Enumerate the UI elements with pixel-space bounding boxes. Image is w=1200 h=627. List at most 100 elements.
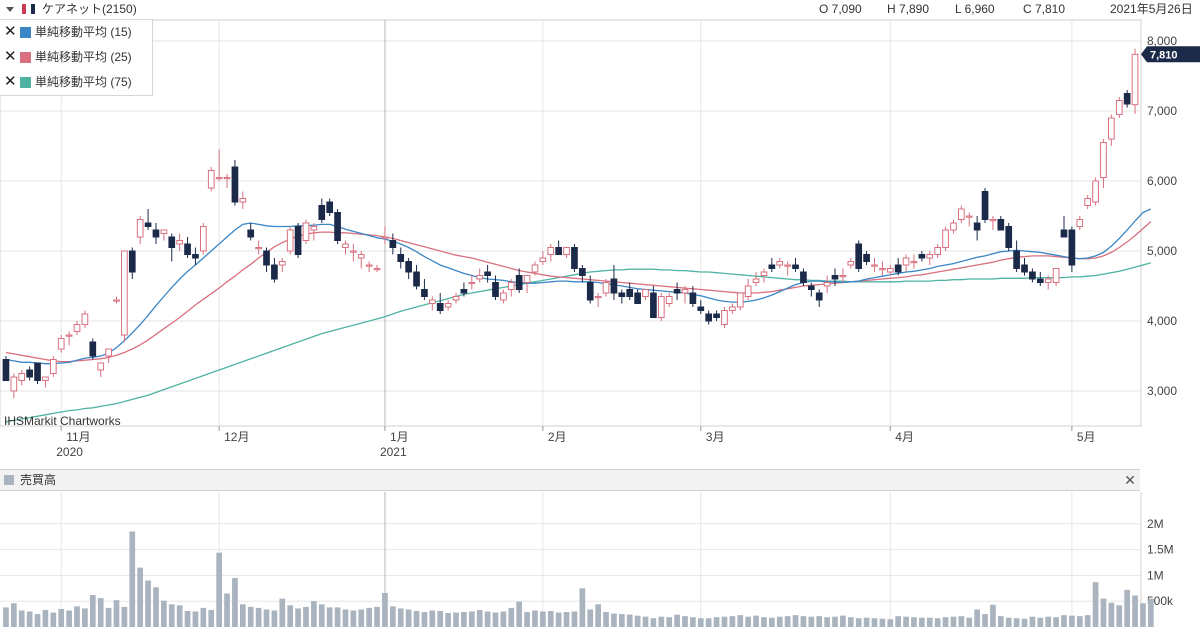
volume-bar — [105, 607, 112, 627]
candle-body — [294, 226, 302, 255]
candle-body — [405, 261, 412, 273]
candle — [602, 279, 610, 297]
candle — [1060, 216, 1068, 238]
volume-tick-label: 1.5M — [1147, 543, 1174, 557]
remove-ma25-icon[interactable]: ✕ — [4, 48, 17, 65]
candle-body — [847, 261, 855, 266]
candle — [286, 226, 294, 255]
low-value: L 6,960 — [955, 2, 995, 16]
volume-bar — [247, 606, 254, 627]
remove-ma75-icon[interactable]: ✕ — [4, 73, 17, 90]
candle-body — [555, 247, 562, 255]
candle-body — [460, 289, 468, 294]
line-ma75 — [5, 262, 1151, 423]
volume-bar — [42, 609, 49, 627]
volume-bars — [3, 531, 1154, 627]
volume-chart[interactable]: 500k 1M 1.5M 2M — [0, 492, 1200, 627]
candle — [1044, 275, 1052, 290]
volume-tick-label: 1M — [1147, 568, 1164, 582]
volume-bar — [524, 612, 530, 627]
legend-item-ma25[interactable]: ✕ 単純移動平均 (25) — [4, 48, 132, 66]
volume-bar — [18, 610, 25, 627]
volume-bar — [611, 613, 617, 627]
candle — [547, 244, 555, 262]
candle — [571, 244, 578, 272]
candle-body — [626, 289, 634, 297]
candle — [413, 265, 420, 290]
candle — [689, 286, 697, 307]
candle — [318, 198, 326, 223]
candle — [729, 303, 736, 314]
candle — [421, 279, 428, 300]
candle-body — [736, 292, 744, 308]
ma75-swatch-icon — [20, 76, 31, 88]
volume-bar — [405, 609, 412, 627]
legend-item-ma75[interactable]: ✕ 単純移動平均 (75) — [4, 73, 132, 91]
volume-bar — [161, 600, 167, 627]
last-price-label: 7,810 — [1150, 49, 1178, 61]
volume-bar — [753, 615, 759, 627]
candle-body — [428, 299, 436, 304]
volume-bar — [461, 612, 467, 627]
candle — [894, 258, 902, 276]
volume-bar — [1132, 595, 1138, 627]
candle-body — [744, 285, 752, 297]
volume-bar — [690, 617, 696, 627]
watermark: IHSMarkit Chartworks — [4, 414, 121, 428]
close-icon[interactable]: ✕ — [1124, 472, 1136, 488]
candle-body — [657, 296, 665, 318]
candle-body — [81, 313, 89, 325]
candle — [1005, 223, 1013, 251]
candle — [81, 310, 89, 328]
candle-body — [49, 359, 57, 374]
candle — [200, 223, 207, 255]
candle-body — [989, 219, 997, 222]
candle-body — [365, 264, 373, 267]
price-tick-label: 5,000 — [1147, 244, 1177, 258]
candle-body — [1115, 100, 1123, 115]
candle-body — [547, 247, 555, 255]
candle-body — [815, 292, 823, 301]
candle-body — [436, 303, 444, 311]
candle — [579, 265, 586, 283]
volume-bar — [1061, 615, 1067, 627]
candle-body — [492, 282, 499, 297]
candle — [1131, 48, 1139, 114]
stock-selector[interactable]: ケアネット(2150) — [6, 0, 137, 18]
candle-body — [515, 275, 523, 290]
volume-bar — [445, 613, 451, 627]
candle-body — [784, 264, 791, 267]
volume-bar — [413, 611, 420, 627]
remove-ma15-icon[interactable]: ✕ — [4, 23, 17, 40]
candle — [484, 265, 491, 283]
candle-body — [152, 229, 160, 238]
volume-bar — [871, 618, 878, 627]
candle-body — [531, 264, 539, 273]
ma25-swatch-icon — [20, 51, 31, 63]
legend-item-ma15[interactable]: ✕ 単純移動平均 (15) — [4, 23, 132, 41]
candle — [207, 167, 215, 192]
volume-bar — [1076, 616, 1083, 627]
candle — [823, 275, 831, 293]
candle-body — [1029, 271, 1036, 280]
volume-bar — [540, 611, 546, 627]
volume-bar — [895, 616, 902, 627]
volume-bar — [390, 606, 396, 627]
volume-bar — [208, 609, 215, 627]
volume-bar — [761, 617, 767, 627]
candle — [879, 261, 886, 276]
volume-bar — [926, 617, 933, 627]
candle — [436, 293, 444, 314]
candle — [697, 300, 705, 314]
candle-body — [302, 222, 310, 241]
candle-body — [1123, 93, 1131, 105]
candle-body — [1100, 142, 1107, 178]
candle — [721, 307, 728, 328]
chart-header: ケアネット(2150) O 7,090 H 7,890 L 6,960 C 7,… — [0, 0, 1200, 18]
candle-body — [579, 268, 586, 276]
candle — [389, 233, 397, 255]
candle — [973, 216, 981, 241]
volume-bar — [555, 612, 562, 627]
dropdown-triangle-icon[interactable] — [6, 6, 14, 12]
